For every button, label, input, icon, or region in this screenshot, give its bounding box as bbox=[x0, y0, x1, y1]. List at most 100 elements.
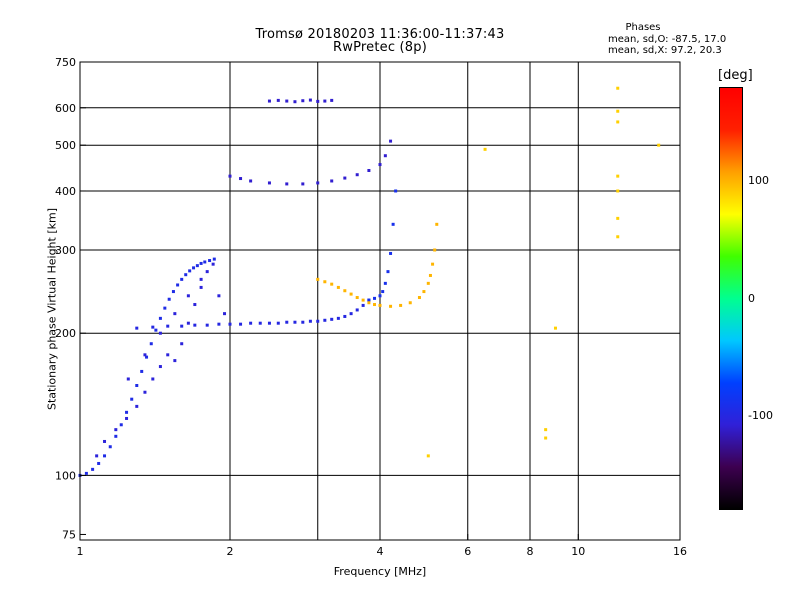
data-point bbox=[173, 312, 177, 316]
data-point bbox=[336, 285, 340, 289]
data-point bbox=[114, 434, 118, 438]
data-point bbox=[383, 281, 387, 285]
data-point bbox=[212, 257, 216, 261]
x-tick-label: 16 bbox=[673, 545, 687, 558]
x-tick-label: 8 bbox=[527, 545, 534, 558]
data-point bbox=[616, 109, 620, 113]
data-point bbox=[373, 296, 377, 300]
data-point bbox=[544, 428, 548, 432]
data-point bbox=[330, 317, 334, 321]
data-point bbox=[285, 99, 289, 103]
data-point bbox=[361, 303, 365, 307]
data-point bbox=[203, 260, 207, 264]
data-point bbox=[336, 316, 340, 320]
colorbar-tick-label: 0 bbox=[748, 291, 755, 305]
data-point bbox=[143, 390, 147, 394]
data-point bbox=[205, 323, 209, 327]
colorbar-label: [deg] bbox=[718, 68, 753, 83]
colorbar-tick-label: 100 bbox=[748, 174, 769, 187]
data-point bbox=[417, 296, 421, 300]
data-point bbox=[258, 321, 262, 325]
data-point bbox=[276, 321, 280, 325]
data-point bbox=[158, 331, 162, 335]
stats-header: Phases bbox=[625, 22, 661, 33]
data-point bbox=[267, 181, 271, 185]
data-point bbox=[389, 304, 393, 308]
data-point bbox=[267, 321, 271, 325]
data-point bbox=[91, 467, 95, 471]
data-point bbox=[349, 312, 353, 316]
data-point bbox=[126, 377, 130, 381]
data-point bbox=[323, 318, 327, 322]
data-point bbox=[199, 261, 203, 265]
data-point bbox=[180, 342, 184, 346]
data-point bbox=[119, 423, 123, 427]
data-point bbox=[125, 410, 129, 414]
data-point bbox=[84, 471, 88, 475]
data-point bbox=[151, 325, 155, 329]
data-point bbox=[373, 303, 377, 307]
data-point bbox=[616, 174, 620, 178]
data-point bbox=[223, 312, 227, 316]
data-point bbox=[301, 320, 305, 324]
data-point bbox=[323, 280, 327, 284]
chart-title: Tromsø 20180203 11:36:00-11:37:43 bbox=[255, 27, 505, 42]
data-point bbox=[199, 285, 203, 289]
phase-colorbar bbox=[719, 87, 743, 510]
data-point bbox=[355, 296, 359, 300]
data-point bbox=[426, 281, 430, 285]
x-tick-label: 1 bbox=[77, 545, 84, 558]
data-points bbox=[78, 86, 661, 477]
axis-ticks: 1 2 4 6 8 10 16 75 100 200 300 400 500 600 750 bbox=[55, 56, 687, 558]
data-point bbox=[616, 86, 620, 90]
data-point bbox=[367, 301, 371, 305]
x-axis-label: Frequency [MHz] bbox=[333, 565, 427, 578]
data-point bbox=[267, 99, 271, 103]
data-point bbox=[367, 298, 371, 302]
data-point bbox=[186, 294, 190, 298]
data-point bbox=[433, 248, 437, 252]
data-point bbox=[316, 181, 320, 185]
data-point bbox=[389, 139, 393, 143]
data-point bbox=[228, 322, 232, 326]
data-point bbox=[166, 324, 170, 328]
data-point bbox=[135, 326, 139, 330]
data-point bbox=[367, 168, 371, 172]
y-tick-label: 300 bbox=[55, 244, 76, 257]
data-point bbox=[166, 353, 170, 357]
colorbar-tick-label: -100 bbox=[748, 409, 773, 422]
data-point bbox=[205, 270, 209, 274]
data-point bbox=[616, 189, 620, 193]
data-point bbox=[171, 290, 175, 294]
y-tick-label: 600 bbox=[55, 102, 76, 115]
data-point bbox=[316, 277, 320, 281]
y-tick-label: 500 bbox=[55, 139, 76, 152]
data-point bbox=[184, 273, 188, 277]
data-point bbox=[217, 294, 221, 298]
stats-o-mode: mean, sd,O: -87.5, 17.0 bbox=[608, 34, 727, 45]
data-point bbox=[323, 99, 327, 103]
data-point bbox=[97, 461, 101, 465]
data-point bbox=[355, 173, 359, 177]
data-point bbox=[553, 326, 557, 330]
data-point bbox=[176, 283, 180, 287]
x-tick-label: 4 bbox=[377, 545, 384, 558]
data-point bbox=[428, 273, 432, 277]
data-point bbox=[145, 355, 149, 359]
data-point bbox=[103, 454, 107, 458]
y-tick-label: 400 bbox=[55, 185, 76, 198]
data-point bbox=[422, 290, 426, 294]
data-point bbox=[114, 428, 118, 432]
data-point bbox=[544, 436, 548, 440]
data-point bbox=[293, 100, 297, 104]
data-point bbox=[308, 98, 312, 102]
data-point bbox=[330, 179, 334, 183]
data-point bbox=[293, 320, 297, 324]
data-point bbox=[426, 454, 430, 458]
x-tick-label: 6 bbox=[464, 545, 471, 558]
chart-subtitle: RwPretec (8p) bbox=[333, 40, 427, 55]
data-point bbox=[408, 301, 412, 305]
data-point bbox=[355, 308, 359, 312]
data-point bbox=[391, 222, 395, 226]
